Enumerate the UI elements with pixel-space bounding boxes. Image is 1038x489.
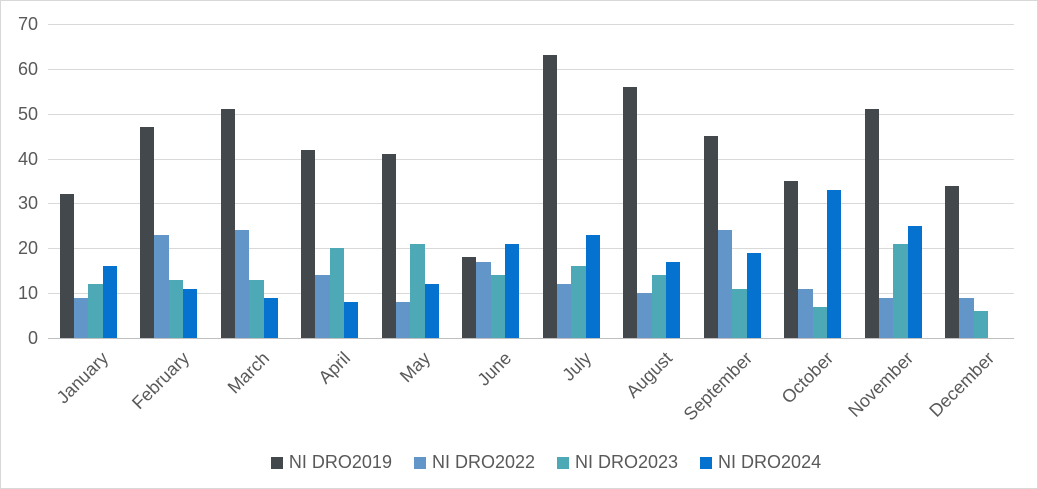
y-axis-label-20: 20: [17, 238, 38, 259]
gridline-60: [48, 68, 1014, 70]
bar-ni-dro2024-august: [666, 261, 681, 338]
legend-label: NI DRO2023: [575, 452, 679, 472]
bar-ni-dro2023-october: [812, 306, 828, 338]
bar-ni-dro2023-february: [168, 279, 184, 338]
bar-ni-dro2019-december: [945, 185, 960, 338]
bar-ni-dro2022-december: [959, 297, 974, 338]
bar-ni-dro2022-february: [154, 234, 169, 338]
bar-group-may: [370, 24, 451, 338]
legend-swatch-icon: [413, 456, 426, 469]
legend-label: NI DRO2019: [288, 452, 392, 472]
legend-item-ni-dro2023: NI DRO2023: [557, 452, 678, 473]
y-axis-label-0: 0: [27, 328, 38, 348]
legend-item-ni-dro2022: NI DRO2022: [413, 452, 535, 473]
bar-ni-dro2024-may: [424, 284, 439, 338]
bar-ni-dro2019-june: [462, 257, 477, 338]
gridline-30: [48, 203, 1014, 205]
legend: NI DRO2019 NI DRO2022 NI DRO2023 NI DRO2024: [1, 452, 1037, 473]
bar-ni-dro2023-november: [893, 243, 908, 338]
bar-ni-dro2019-september: [703, 136, 718, 338]
bar-ni-dro2022-august: [637, 293, 652, 338]
legend-label: NI DRO2024: [718, 452, 822, 472]
y-axis-label-70: 70: [17, 14, 38, 34]
gridline-50: [48, 113, 1014, 115]
bar-group-september: [692, 24, 773, 338]
bar-ni-dro2024-april: [344, 302, 359, 338]
legend-swatch-icon: [270, 456, 283, 469]
bar-ni-dro2022-november: [878, 297, 894, 338]
bar-ni-dro2024-march: [263, 297, 278, 338]
bar-ni-dro2022-october: [798, 288, 813, 338]
bar-ni-dro2019-april: [301, 149, 316, 338]
bar-ni-dro2023-september: [732, 288, 747, 338]
gridline-20: [48, 248, 1014, 250]
bar-ni-dro2024-september: [746, 252, 761, 338]
gridline-70: [48, 24, 1014, 25]
gridline-40: [48, 158, 1014, 160]
bar-ni-dro2023-august: [651, 275, 667, 338]
bar-ni-dro2024-july: [585, 234, 600, 338]
bar-ni-dro2023-july: [571, 266, 586, 338]
bar-ni-dro2022-january: [73, 297, 89, 338]
y-axis-label-40: 40: [17, 148, 38, 169]
gridline-10: [48, 293, 1014, 295]
bar-ni-dro2019-january: [59, 194, 74, 338]
bar-ni-dro2022-march: [234, 230, 250, 338]
bar-ni-dro2022-july: [556, 284, 572, 338]
legend-swatch-icon: [700, 456, 713, 469]
y-axis-label-50: 50: [17, 103, 38, 124]
bar-group-august: [612, 24, 693, 338]
bar-ni-dro2023-june: [490, 275, 506, 338]
bar-ni-dro2022-may: [395, 302, 411, 338]
y-axis-label-30: 30: [17, 193, 38, 214]
bar-ni-dro2019-august: [623, 86, 638, 338]
bar-ni-dro2023-may: [410, 243, 425, 338]
bar-ni-dro2024-february: [183, 288, 198, 338]
bar-ni-dro2024-june: [505, 243, 520, 338]
bar-group-july: [531, 24, 612, 338]
bar-ni-dro2023-december: [973, 311, 989, 338]
bar-ni-dro2023-april: [329, 248, 345, 338]
bar-group-april: [290, 24, 371, 338]
bar-group-march: [209, 24, 290, 338]
bar-group-december: [934, 24, 1015, 338]
bar-ni-dro2022-june: [476, 261, 491, 338]
bar-group-october: [773, 24, 854, 338]
bar-ni-dro2023-march: [249, 279, 264, 338]
legend-swatch-icon: [557, 456, 569, 469]
bar-ni-dro2019-july: [542, 55, 557, 338]
bar-ni-dro2023-january: [88, 284, 103, 338]
bar-ni-dro2019-october: [784, 181, 799, 338]
legend-item-ni-dro2024: NI DRO2024: [700, 452, 821, 473]
bar-ni-dro2022-april: [315, 275, 330, 338]
y-axis-label-10: 10: [17, 283, 38, 304]
bar-group-june: [451, 24, 532, 338]
legend-item-ni-dro2019: NI DRO2019: [270, 452, 392, 473]
bar-ni-dro2024-november: [907, 225, 922, 338]
y-axis-label-60: 60: [17, 58, 38, 79]
bar-group-january: [48, 24, 129, 338]
bar-ni-dro2019-march: [220, 109, 235, 338]
bar-group-february: [129, 24, 210, 338]
bar-group-november: [853, 24, 934, 338]
bar-ni-dro2024-january: [102, 266, 117, 338]
bar-ni-dro2022-september: [717, 230, 733, 338]
gridline-0: [48, 338, 1014, 339]
bar-ni-dro2019-november: [864, 109, 879, 338]
bar-ni-dro2019-may: [381, 154, 396, 338]
bar-ni-dro2024-october: [827, 189, 842, 338]
bar-ni-dro2019-february: [140, 127, 155, 338]
legend-label: NI DRO2022: [431, 452, 535, 472]
